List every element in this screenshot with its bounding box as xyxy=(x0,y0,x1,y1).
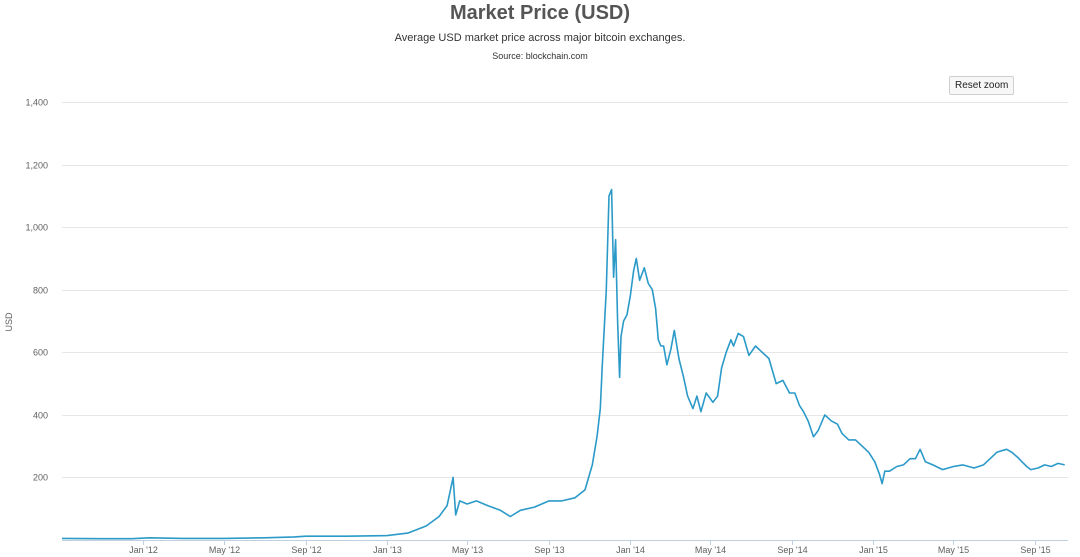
y-tick-label: 800 xyxy=(33,286,48,296)
x-tick-label: May '15 xyxy=(938,545,969,555)
x-tick-label: Jan '14 xyxy=(616,545,645,555)
x-tick-label: Sep '13 xyxy=(534,545,564,555)
reset-zoom-button[interactable]: Reset zoom xyxy=(949,76,1015,95)
chart-source: Source: blockchain.com xyxy=(492,51,588,61)
x-tick-label: Jan '12 xyxy=(129,545,158,555)
price-series-line xyxy=(61,188,1065,540)
y-axis-ticks: 200 400 600 800 1,000 1,200 1,400 xyxy=(25,98,48,483)
x-tick-label: Sep '12 xyxy=(291,545,321,555)
x-tick-label: Jan '15 xyxy=(859,545,888,555)
series-layer xyxy=(61,188,1065,540)
grid-layer xyxy=(62,102,1068,541)
y-tick-label: 1,400 xyxy=(25,98,48,108)
y-tick-label: 1,000 xyxy=(25,223,48,233)
x-axis-ticks: Jan '12 May '12 Sep '12 Jan '13 May '13 Sep '… xyxy=(129,540,1051,555)
x-tick-label: Sep '14 xyxy=(777,545,807,555)
x-tick-label: May '12 xyxy=(209,545,240,555)
x-tick-label: Jan '13 xyxy=(373,545,402,555)
x-tick-label: May '13 xyxy=(452,545,483,555)
x-tick-label: Sep '15 xyxy=(1020,545,1050,555)
y-tick-label: 200 xyxy=(33,473,48,483)
chart-title: Market Price (USD) xyxy=(449,2,631,24)
y-tick-label: 1,200 xyxy=(25,161,48,171)
y-axis-title: USD xyxy=(4,312,14,332)
y-tick-label: 600 xyxy=(33,348,48,358)
chart-subtitle: Average USD market price across major bi… xyxy=(394,32,686,44)
x-tick-label: May '14 xyxy=(695,545,726,555)
y-tick-label: 400 xyxy=(33,411,48,421)
